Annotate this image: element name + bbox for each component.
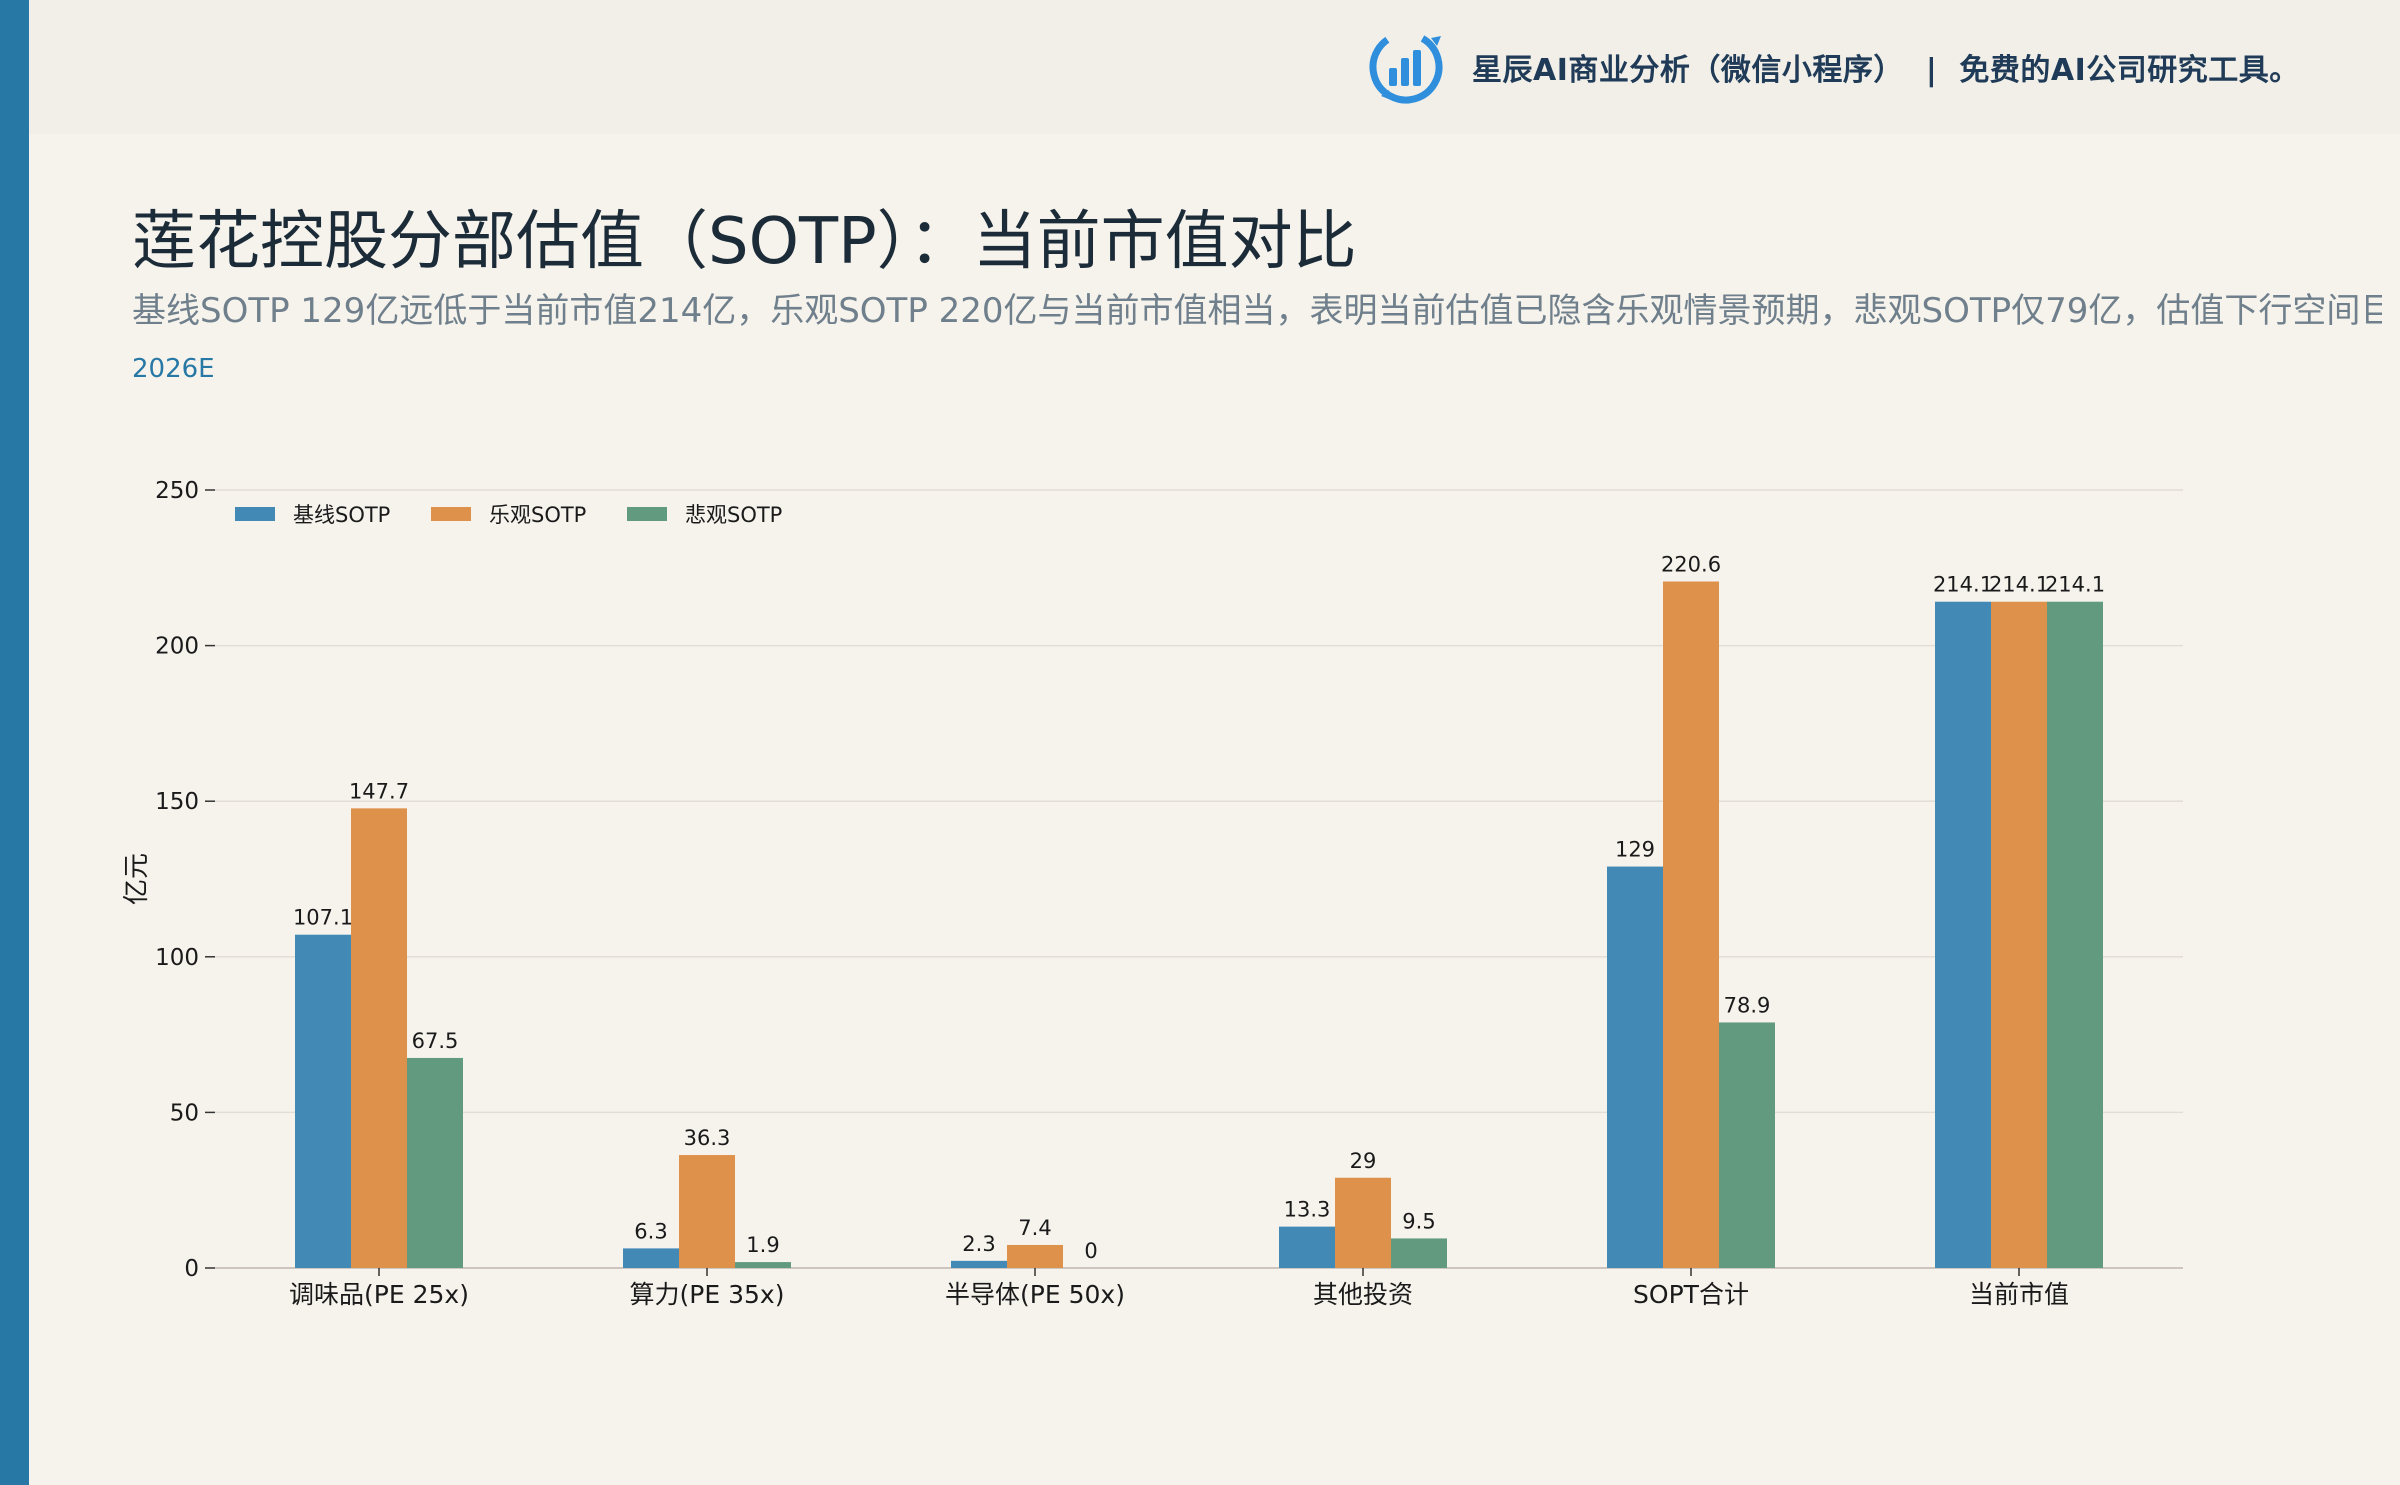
accent-stripe bbox=[0, 0, 29, 1485]
legend-swatch bbox=[431, 507, 471, 521]
period-tag: 2026E bbox=[132, 354, 215, 384]
bar bbox=[1935, 601, 1991, 1268]
bar bbox=[2047, 601, 2103, 1268]
legend-label: 基线SOTP bbox=[293, 503, 390, 527]
data-label: 214.1 bbox=[1989, 573, 2049, 597]
bar bbox=[1663, 581, 1719, 1268]
data-label: 2.3 bbox=[962, 1232, 995, 1256]
data-label: 220.6 bbox=[1661, 552, 1721, 576]
bar bbox=[951, 1260, 1007, 1268]
y-axis-label: 亿元 bbox=[122, 853, 152, 905]
data-label: 78.9 bbox=[1724, 993, 1771, 1017]
data-label: 129 bbox=[1615, 838, 1655, 862]
bar bbox=[1279, 1226, 1335, 1268]
bar bbox=[1607, 866, 1663, 1268]
data-label: 29 bbox=[1350, 1149, 1377, 1173]
bar bbox=[623, 1248, 679, 1268]
data-label: 107.1 bbox=[293, 906, 353, 930]
data-label: 147.7 bbox=[349, 779, 409, 803]
x-tick-label: 当前市值 bbox=[1969, 1280, 2069, 1309]
bar bbox=[1391, 1238, 1447, 1268]
legend-swatch bbox=[235, 507, 275, 521]
data-label: 67.5 bbox=[412, 1029, 459, 1053]
x-tick-label: 算力(PE 35x) bbox=[630, 1280, 785, 1309]
y-tick-label: 250 bbox=[155, 478, 199, 504]
bar bbox=[407, 1057, 463, 1268]
data-label: 9.5 bbox=[1402, 1209, 1435, 1233]
legend-label: 悲观SOTP bbox=[685, 503, 782, 527]
y-tick-label: 0 bbox=[184, 1256, 199, 1282]
bar bbox=[735, 1262, 791, 1268]
data-label: 6.3 bbox=[634, 1219, 667, 1243]
x-tick-label: 半导体(PE 50x) bbox=[945, 1280, 1125, 1309]
data-label: 7.4 bbox=[1018, 1216, 1051, 1240]
brand[interactable]: 星辰AI商业分析（微信小程序） | 免费的AI公司研究工具。 bbox=[1367, 24, 2300, 110]
bar bbox=[679, 1155, 735, 1268]
bar bbox=[1991, 601, 2047, 1268]
brand-name: 星辰AI商业分析（微信小程序） bbox=[1472, 53, 1904, 88]
page-subtitle: 基线SOTP 129亿远低于当前市值214亿，乐观SOTP 220亿与当前市值相… bbox=[132, 291, 2382, 331]
data-label: 214.1 bbox=[2045, 573, 2105, 597]
x-tick-label: 其他投资 bbox=[1313, 1280, 1413, 1309]
bar bbox=[1007, 1244, 1063, 1268]
bar-chart-refresh-icon bbox=[1369, 30, 1443, 104]
y-tick-label: 200 bbox=[155, 634, 199, 660]
brand-separator: | bbox=[1925, 53, 1938, 88]
x-tick-label: SOPT合计 bbox=[1633, 1280, 1749, 1309]
bar bbox=[295, 934, 351, 1268]
y-tick-label: 100 bbox=[155, 945, 199, 971]
data-label: 1.9 bbox=[746, 1233, 779, 1257]
bar bbox=[1335, 1177, 1391, 1268]
bar bbox=[351, 808, 407, 1268]
data-label: 214.1 bbox=[1933, 573, 1993, 597]
y-tick-label: 50 bbox=[170, 1100, 199, 1126]
legend-swatch bbox=[627, 507, 667, 521]
x-tick-label: 调味品(PE 25x) bbox=[289, 1280, 469, 1309]
brand-tagline: 免费的AI公司研究工具。 bbox=[1959, 53, 2300, 88]
data-label: 13.3 bbox=[1284, 1198, 1331, 1222]
data-label: 36.3 bbox=[684, 1126, 731, 1150]
y-tick-label: 150 bbox=[155, 789, 199, 815]
legend-label: 乐观SOTP bbox=[489, 503, 586, 527]
data-label: 0 bbox=[1084, 1239, 1097, 1263]
page-title: 莲花控股分部估值（SOTP）：当前市值对比 bbox=[132, 205, 1357, 279]
header-bar bbox=[29, 0, 2400, 134]
bar bbox=[1719, 1022, 1775, 1268]
